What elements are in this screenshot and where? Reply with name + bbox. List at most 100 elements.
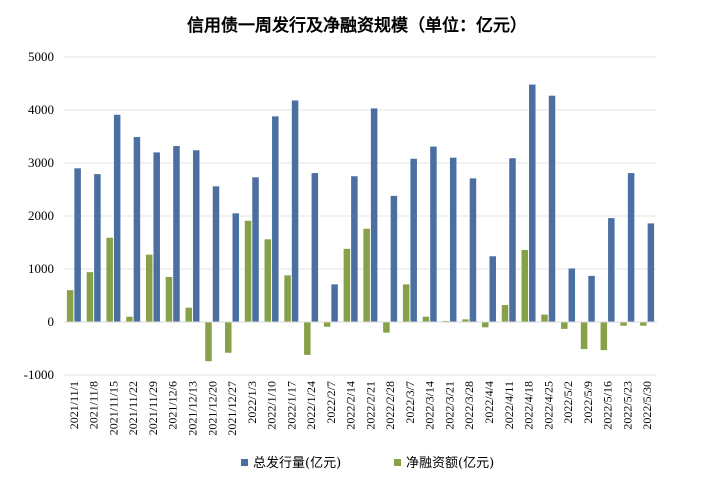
net-financing-bar [264,239,272,322]
net-financing-bar [323,322,331,327]
x-tick-label: 2022/3/28 [462,381,476,430]
issuance-bar [390,195,398,322]
x-tick-label: 2022/5/16 [601,381,615,430]
net-financing-bar [343,248,351,322]
net-financing-bar [244,220,252,322]
y-tick-label: -1000 [24,367,54,382]
net-financing-bar [165,276,173,322]
x-tick-label: 2022/2/14 [344,381,358,430]
legend-swatch-issuance [241,459,248,466]
x-tick-label: 2022/3/7 [403,381,417,424]
x-tick-label: 2021/11/29 [146,381,160,435]
y-tick-label: 2000 [28,208,54,223]
x-tick-label: 2022/4/4 [482,381,496,424]
y-tick-label: 5000 [28,49,54,64]
legend-label-issuance: 总发行量(亿元) [253,455,341,471]
net-financing-bar [442,320,449,322]
issuance-bar [94,174,101,322]
issuance-bar [272,116,279,322]
net-financing-bar [422,316,430,322]
y-tick-label: 1000 [28,261,54,276]
net-financing-bar [284,275,291,322]
issuance-bar [252,177,259,322]
issuance-bar [331,284,338,322]
net-financing-bar [66,290,74,322]
net-financing-bar [145,254,153,322]
legend-swatch-net-financing [394,459,401,466]
x-tick-label: 2022/2/7 [324,381,338,424]
net-financing-bar [126,316,133,322]
x-tick-label: 2022/1/3 [245,381,259,424]
x-tick-label: 2022/4/11 [502,381,516,429]
x-tick-label: 2022/1/10 [265,381,279,430]
x-tick-label: 2022/3/14 [423,381,437,430]
issuance-bar [548,95,556,322]
x-tick-label: 2021/12/13 [185,381,199,436]
issuance-bar [212,186,220,322]
issuance-bar [509,158,516,322]
x-tick-label: 2021/11/15 [106,381,120,435]
net-financing-bar [541,314,548,322]
issuance-bar [113,114,121,323]
y-tick-label: 3000 [28,155,54,170]
issuance-bar [430,146,437,322]
issuance-bar [608,218,615,322]
x-tick-label: 2022/3/21 [442,381,456,430]
y-axis-tick-labels: -1000 0 1000 2000 3000 4000 5000 [24,49,54,382]
issuance-bar [153,152,160,322]
issuance-bar [647,223,655,322]
net-financing-bar [383,322,390,333]
issuance-bar [291,100,299,323]
legend: 总发行量(亿元) 净融资额(亿元) [241,455,494,471]
x-tick-label: 2022/1/17 [284,381,298,430]
x-tick-label: 2022/5/30 [640,381,654,430]
issuance-bar [489,256,496,322]
x-tick-label: 2022/4/18 [522,381,536,430]
x-tick-label: 2022/5/23 [620,381,634,430]
gridlines [64,56,657,376]
net-financing-bar [185,307,192,322]
bars [66,84,655,362]
net-financing-bar [462,319,469,322]
x-axis-tick-labels: 2021/11/1 2021/11/8 2021/11/15 2021/11/22 20… [67,381,654,436]
issuance-bar [351,176,358,322]
x-tick-label: 2022/1/24 [304,381,318,430]
x-tick-label: 2021/12/27 [225,381,239,436]
x-tick-label: 2021/12/20 [205,381,219,436]
issuance-bar [192,150,200,322]
net-financing-bar [363,228,370,322]
issuance-bar [74,168,81,322]
issuance-bar [232,213,240,322]
net-financing-bar [402,284,410,322]
x-tick-label: 2022/2/21 [363,381,377,430]
issuance-bar [133,137,141,322]
issuance-bar [627,173,635,322]
net-financing-bar [481,322,489,328]
net-financing-bar [86,272,94,322]
issuance-bar [529,84,536,322]
y-tick-label: 0 [48,314,55,329]
net-financing-bar [580,322,588,350]
legend-label-net-financing: 净融资额(亿元) [406,456,494,471]
net-financing-bar [620,322,627,326]
x-tick-label: 2022/5/9 [581,381,595,424]
net-financing-bar [640,322,647,326]
net-financing-bar [600,322,608,351]
x-tick-label: 2021/11/22 [126,381,140,435]
issuance-bar [568,268,576,322]
issuance-bar [173,146,180,322]
x-tick-label: 2021/11/1 [67,381,81,429]
x-tick-label: 2022/4/25 [541,381,555,430]
x-tick-label: 2022/5/2 [561,381,575,424]
net-financing-bar [501,305,509,322]
chart-title: 信用债一周发行及净融资规模（单位：亿元） [187,15,527,36]
x-tick-label: 2021/11/8 [87,381,101,429]
net-financing-bar [304,322,311,355]
net-financing-bar [561,322,568,329]
issuance-bar [311,173,319,322]
issuance-bar [410,158,417,322]
issuance-bar [588,275,595,322]
net-financing-bar [521,249,529,322]
issuance-bar [469,178,477,322]
